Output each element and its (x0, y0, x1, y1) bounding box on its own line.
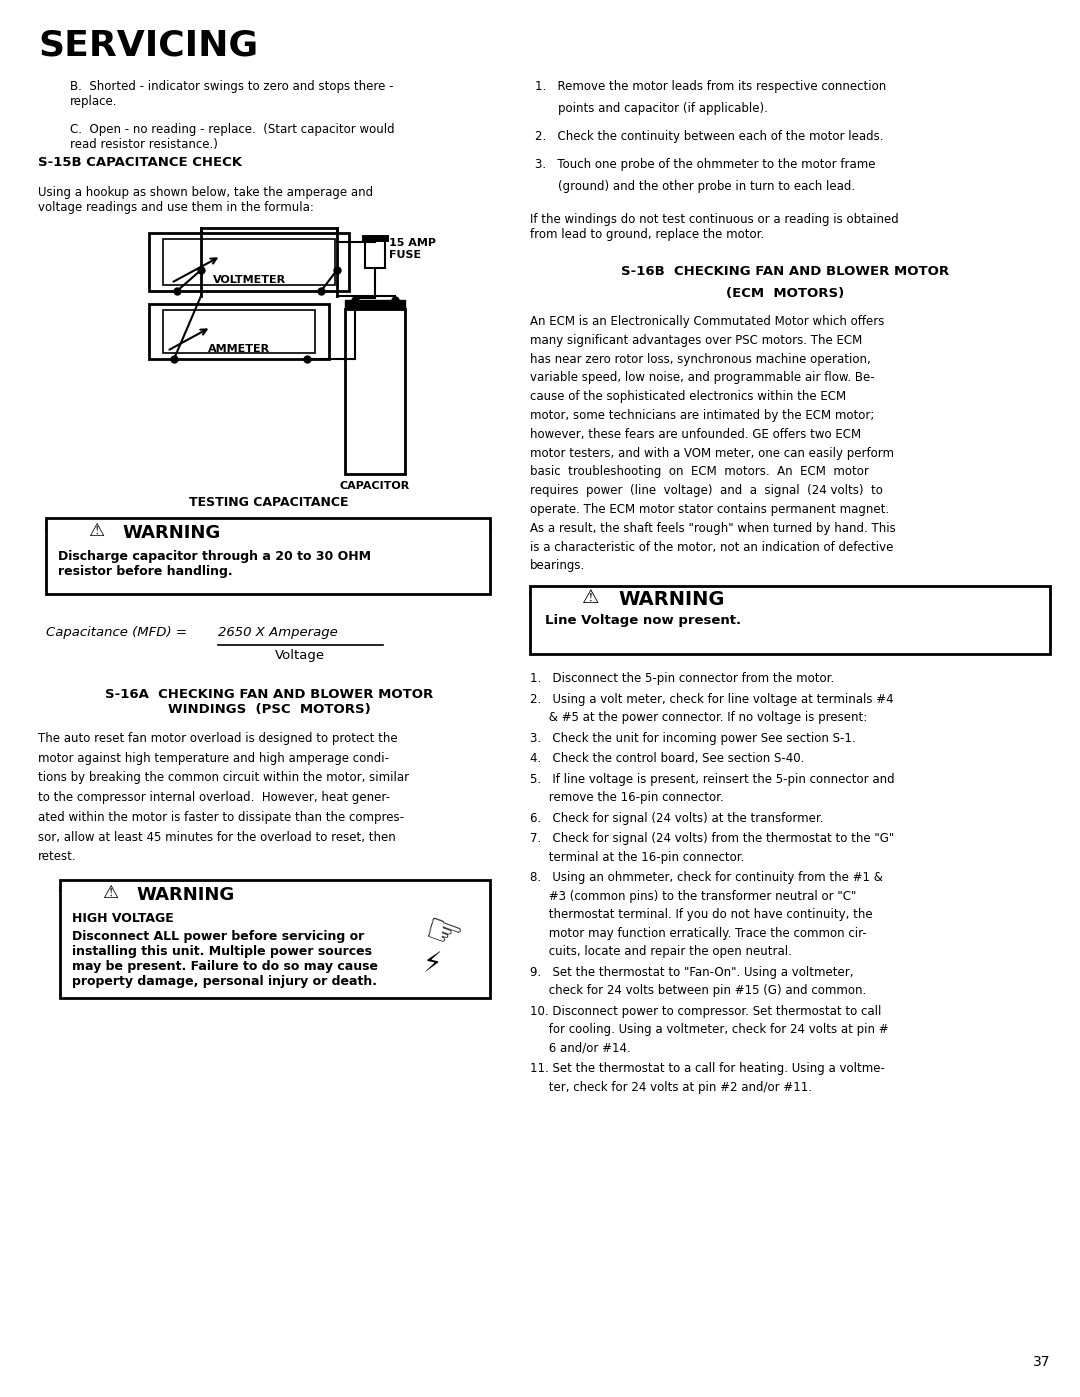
Text: #3 (common pins) to the transformer neutral or "C": #3 (common pins) to the transformer neut… (530, 890, 856, 902)
Text: An ECM is an Electronically Commutated Motor which offers: An ECM is an Electronically Commutated M… (530, 314, 885, 328)
Text: The auto reset fan motor overload is designed to protect the: The auto reset fan motor overload is des… (38, 732, 397, 745)
Bar (530, 587, 1050, 654)
Text: 2650 X Amperage: 2650 X Amperage (218, 626, 338, 638)
Text: cause of the sophisticated electronics within the ECM: cause of the sophisticated electronics w… (530, 390, 846, 404)
Text: points and capacitor (if applicable).: points and capacitor (if applicable). (558, 102, 768, 115)
Text: is a characteristic of the motor, not an indication of defective: is a characteristic of the motor, not an… (530, 541, 893, 553)
Text: motor may function erratically. Trace the common cir-: motor may function erratically. Trace th… (530, 926, 867, 940)
Text: check for 24 volts between pin #15 (G) and common.: check for 24 volts between pin #15 (G) a… (530, 985, 866, 997)
Text: motor testers, and with a VOM meter, one can easily perform: motor testers, and with a VOM meter, one… (530, 447, 894, 460)
Text: 5.   If line voltage is present, reinsert the 5-pin connector and: 5. If line voltage is present, reinsert … (530, 773, 894, 785)
Text: TESTING CAPACITANCE: TESTING CAPACITANCE (189, 496, 349, 509)
Text: remove the 16-pin connector.: remove the 16-pin connector. (530, 791, 724, 805)
Text: has near zero rotor loss, synchronous machine operation,: has near zero rotor loss, synchronous ma… (530, 352, 870, 366)
Text: (ECM  MOTORS): (ECM MOTORS) (726, 286, 845, 300)
Text: ⚡: ⚡ (423, 950, 443, 978)
Text: 11. Set the thermostat to a call for heating. Using a voltme-: 11. Set the thermostat to a call for hea… (530, 1062, 885, 1076)
Text: however, these fears are unfounded. GE offers two ECM: however, these fears are unfounded. GE o… (530, 427, 861, 441)
Text: WARNING: WARNING (122, 524, 220, 542)
Text: SERVICING: SERVICING (38, 28, 258, 61)
Text: 3.   Touch one probe of the ohmmeter to the motor frame: 3. Touch one probe of the ohmmeter to th… (535, 158, 876, 170)
Text: 1.   Remove the motor leads from its respective connection: 1. Remove the motor leads from its respe… (535, 80, 887, 94)
Text: cuits, locate and repair the open neutral.: cuits, locate and repair the open neutra… (530, 946, 792, 958)
Text: sor, allow at least 45 minutes for the overload to reset, then: sor, allow at least 45 minutes for the o… (38, 830, 395, 844)
Text: (ground) and the other probe in turn to each lead.: (ground) and the other probe in turn to … (558, 180, 855, 193)
Bar (163, 310, 315, 353)
Text: HIGH VOLTAGE: HIGH VOLTAGE (72, 912, 174, 925)
Text: 15 AMP
FUSE: 15 AMP FUSE (389, 237, 436, 260)
Bar (46, 518, 490, 594)
Text: S-16A  CHECKING FAN AND BLOWER MOTOR
WINDINGS  (PSC  MOTORS): S-16A CHECKING FAN AND BLOWER MOTOR WIND… (105, 687, 433, 717)
Text: B.  Shorted - indicator swings to zero and stops there -
replace.: B. Shorted - indicator swings to zero an… (70, 80, 393, 108)
Text: 2.   Check the continuity between each of the motor leads.: 2. Check the continuity between each of … (535, 130, 883, 142)
Text: ter, check for 24 volts at pin #2 and/or #11.: ter, check for 24 volts at pin #2 and/or… (530, 1081, 812, 1094)
Text: 2.   Using a volt meter, check for line voltage at terminals #4: 2. Using a volt meter, check for line vo… (530, 693, 893, 705)
Text: WARNING: WARNING (136, 886, 234, 904)
Text: Voltage: Voltage (275, 650, 325, 662)
Text: If the windings do not test continuous or a reading is obtained
from lead to gro: If the windings do not test continuous o… (530, 212, 899, 242)
Text: to the compressor internal overload.  However, heat gener-: to the compressor internal overload. How… (38, 791, 390, 805)
Text: Disconnect ALL power before servicing or
installing this unit. Multiple power so: Disconnect ALL power before servicing or… (72, 930, 378, 988)
Text: many significant advantages over PSC motors. The ECM: many significant advantages over PSC mot… (530, 334, 862, 346)
Text: CAPACITOR: CAPACITOR (340, 481, 410, 490)
Text: 6.   Check for signal (24 volts) at the transformer.: 6. Check for signal (24 volts) at the tr… (530, 812, 824, 824)
Text: Using a hookup as shown below, take the amperage and
voltage readings and use th: Using a hookup as shown below, take the … (38, 186, 373, 214)
Bar (163, 239, 335, 285)
Text: 9.   Set the thermostat to "Fan-On". Using a voltmeter,: 9. Set the thermostat to "Fan-On". Using… (530, 965, 853, 979)
Text: S-16B  CHECKING FAN AND BLOWER MOTOR: S-16B CHECKING FAN AND BLOWER MOTOR (621, 265, 949, 278)
Bar (149, 233, 349, 291)
Text: ⚠: ⚠ (582, 588, 599, 608)
Bar (149, 305, 329, 359)
Text: terminal at the 16-pin connector.: terminal at the 16-pin connector. (530, 851, 744, 863)
Text: variable speed, low noise, and programmable air flow. Be-: variable speed, low noise, and programma… (530, 372, 875, 384)
Text: ☞: ☞ (418, 908, 468, 960)
Text: 7.   Check for signal (24 volts) from the thermostat to the "G": 7. Check for signal (24 volts) from the … (530, 833, 894, 845)
Bar (345, 300, 405, 309)
Text: operate. The ECM motor stator contains permanent magnet.: operate. The ECM motor stator contains p… (530, 503, 889, 515)
Bar (365, 237, 384, 268)
Text: ⚠: ⚠ (102, 884, 118, 902)
Bar (345, 309, 405, 474)
Text: Discharge capacitor through a 20 to 30 OHM
resistor before handling.: Discharge capacitor through a 20 to 30 O… (58, 550, 372, 578)
Text: As a result, the shaft feels "rough" when turned by hand. This: As a result, the shaft feels "rough" whe… (530, 522, 895, 535)
Text: & #5 at the power connector. If no voltage is present:: & #5 at the power connector. If no volta… (530, 711, 867, 724)
Text: requires  power  (line  voltage)  and  a  signal  (24 volts)  to: requires power (line voltage) and a sign… (530, 485, 882, 497)
Text: bearings.: bearings. (530, 559, 585, 573)
Text: Capacitance (MFD) =: Capacitance (MFD) = (46, 626, 191, 638)
Text: 1.   Disconnect the 5-pin connector from the motor.: 1. Disconnect the 5-pin connector from t… (530, 672, 834, 685)
Text: ated within the motor is faster to dissipate than the compres-: ated within the motor is faster to dissi… (38, 810, 404, 824)
Text: 3.   Check the unit for incoming power See section S-1.: 3. Check the unit for incoming power See… (530, 732, 855, 745)
Text: for cooling. Using a voltmeter, check for 24 volts at pin #: for cooling. Using a voltmeter, check fo… (530, 1023, 889, 1037)
Text: 8.   Using an ohmmeter, check for continuity from the #1 &: 8. Using an ohmmeter, check for continui… (530, 872, 882, 884)
Text: 37: 37 (1032, 1355, 1050, 1369)
Text: WARNING: WARNING (618, 590, 725, 609)
Text: Line Voltage now present.: Line Voltage now present. (545, 615, 741, 627)
Text: VOLTMETER: VOLTMETER (213, 275, 285, 285)
Text: AMMETER: AMMETER (208, 344, 270, 353)
Text: motor, some technicians are intimated by the ECM motor;: motor, some technicians are intimated by… (530, 409, 875, 422)
Text: ⚠: ⚠ (87, 522, 104, 541)
Text: 4.   Check the control board, See section S-40.: 4. Check the control board, See section … (530, 752, 805, 766)
Text: tions by breaking the common circuit within the motor, similar: tions by breaking the common circuit wit… (38, 771, 409, 784)
Text: thermostat terminal. If you do not have continuity, the: thermostat terminal. If you do not have … (530, 908, 873, 921)
Text: C.  Open - no reading - replace.  (Start capacitor would
read resistor resistanc: C. Open - no reading - replace. (Start c… (70, 123, 394, 151)
Text: motor against high temperature and high amperage condi-: motor against high temperature and high … (38, 752, 389, 764)
Bar (60, 880, 490, 997)
Text: basic  troubleshooting  on  ECM  motors.  An  ECM  motor: basic troubleshooting on ECM motors. An … (530, 465, 869, 478)
Text: 10. Disconnect power to compressor. Set thermostat to call: 10. Disconnect power to compressor. Set … (530, 1004, 881, 1017)
Text: S-15B CAPACITANCE CHECK: S-15B CAPACITANCE CHECK (38, 156, 242, 169)
Text: 6 and/or #14.: 6 and/or #14. (530, 1042, 631, 1055)
Text: retest.: retest. (38, 851, 77, 863)
